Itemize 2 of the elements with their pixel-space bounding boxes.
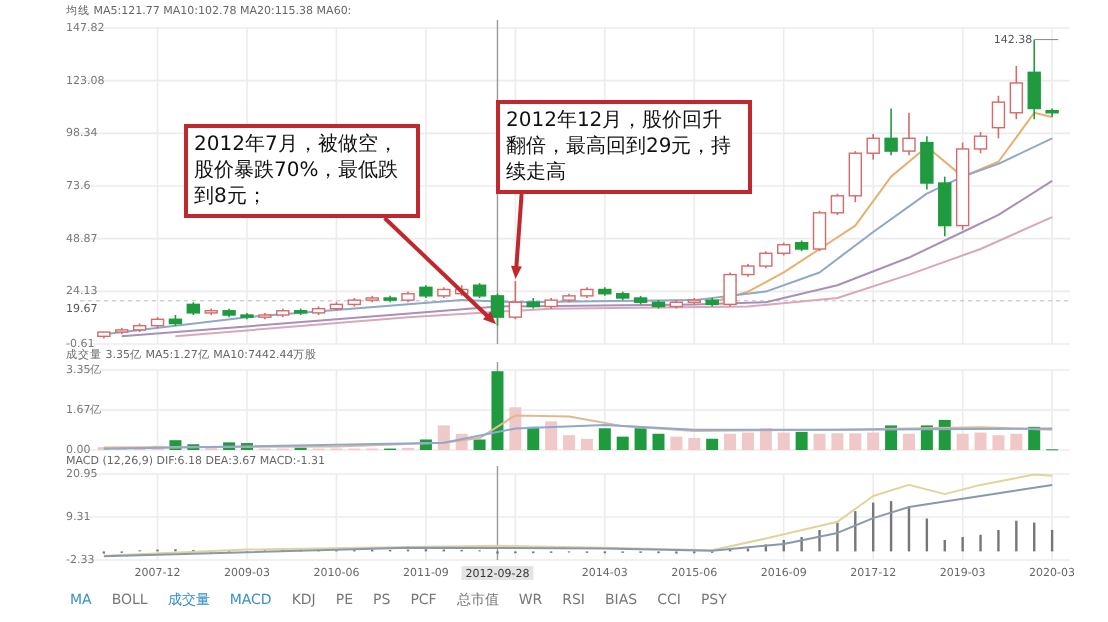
annotation: 2012年12月，股价回升翻倍，最高回到29元，持续走高: [496, 100, 752, 194]
annotation: 2012年7月，被做空，股价暴跌70%，最低跌到8元；: [184, 124, 420, 218]
